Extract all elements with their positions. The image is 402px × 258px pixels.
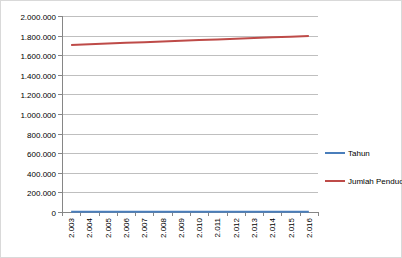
y-tick-label: 800.000: [27, 131, 56, 140]
y-tick-label: 1.400.000: [20, 72, 56, 81]
y-tick-label: 400.000: [27, 170, 56, 179]
y-tick-label: 1.200.000: [20, 91, 56, 100]
series-line: [71, 36, 309, 45]
grid-line: [62, 94, 318, 95]
grid-line: [62, 75, 318, 76]
chart-border: [1, 1, 402, 258]
x-tick-label: 2.009: [177, 217, 186, 238]
x-tick-label: 2.014: [268, 217, 277, 238]
y-tick-label: 1.000.000: [20, 111, 56, 120]
y-tick: [58, 36, 62, 37]
legend-swatch: [325, 180, 345, 182]
legend-swatch: [325, 152, 345, 154]
y-tick-label: 2.000.000: [20, 13, 56, 22]
y-tick: [58, 114, 62, 115]
x-tick-label: 2.012: [232, 217, 241, 238]
y-tick-label: 1.800.000: [20, 33, 56, 42]
y-tick-label: 200.000: [27, 189, 56, 198]
y-tick: [58, 153, 62, 154]
x-tick-label: 2.011: [213, 217, 222, 237]
x-tick-label: 2.007: [140, 217, 149, 238]
y-tick: [58, 134, 62, 135]
y-axis: [62, 16, 63, 212]
y-tick: [58, 173, 62, 174]
x-tick-label: 2.008: [159, 217, 168, 238]
x-tick-label: 2.016: [305, 217, 314, 238]
legend-label: Tahun: [348, 149, 370, 158]
series-group: [71, 36, 309, 212]
grid-line: [62, 173, 318, 174]
y-tick: [58, 192, 62, 193]
y-tick: [58, 16, 62, 17]
y-tick: [58, 94, 62, 95]
x-tick-label: 2.013: [250, 217, 259, 238]
x-tick-label: 2.004: [85, 217, 94, 238]
y-tick-label: 600.000: [27, 150, 56, 159]
grid-line: [62, 153, 318, 154]
grid-line: [62, 55, 318, 56]
y-tick: [58, 212, 62, 213]
x-tick-label: 2.005: [104, 217, 113, 238]
legend-label: Jumlah Penduduk: [348, 177, 402, 186]
x-tick-label: 2.010: [195, 217, 204, 238]
y-tick-label: 0: [52, 209, 57, 218]
x-tick-divider: [62, 212, 63, 216]
y-tick: [58, 55, 62, 56]
grid-line: [62, 114, 318, 115]
grid-line: [62, 134, 318, 135]
chart: 0 200.000 400.000 600.000 800.000 1.000.000 1.…: [0, 0, 402, 258]
y-tick: [58, 75, 62, 76]
x-tick-label: 2.003: [67, 217, 76, 238]
x-tick-label: 2.006: [122, 217, 131, 238]
x-tick-label: 2.015: [287, 217, 296, 238]
grid-line: [62, 192, 318, 193]
grid-line: [62, 16, 318, 17]
x-tick-divider: [318, 212, 319, 216]
series-line: [71, 211, 309, 213]
y-tick-label: 1.600.000: [20, 52, 56, 61]
